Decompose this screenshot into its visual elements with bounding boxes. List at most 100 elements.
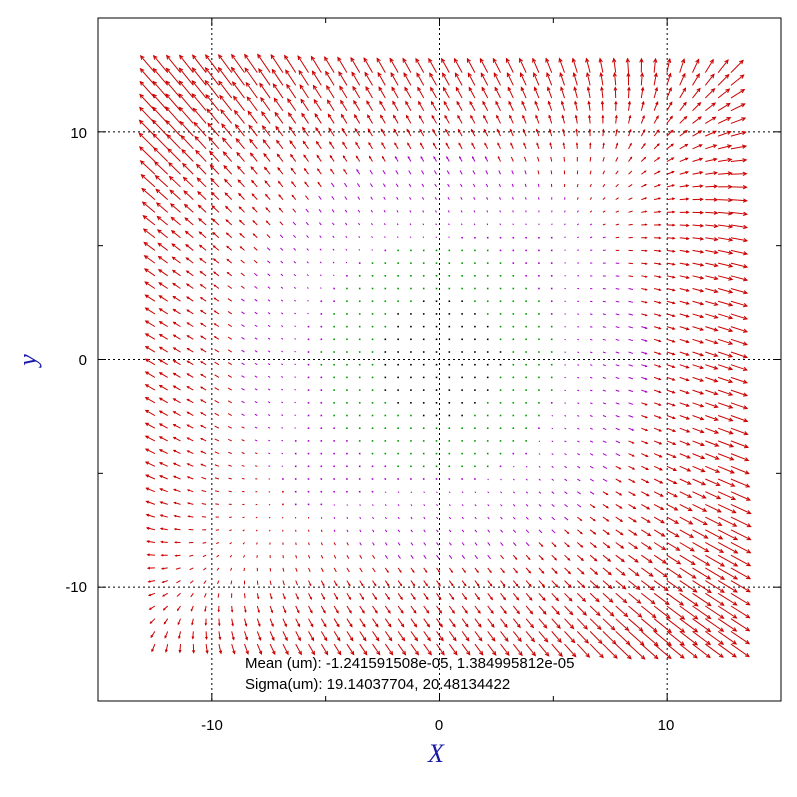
vector-arrow <box>173 347 181 353</box>
vector-arrow <box>495 101 501 111</box>
vector-arrow <box>558 58 565 73</box>
vector-dot <box>346 325 348 328</box>
vector-arrow <box>628 170 633 175</box>
vector-arrow <box>232 81 245 99</box>
vector-arrow <box>602 529 610 535</box>
vector-arrowhead <box>172 475 177 479</box>
vector-arrow <box>254 388 258 391</box>
vector-arrowhead <box>199 283 203 287</box>
vector-arrow <box>560 87 565 99</box>
vector-dot <box>512 363 515 366</box>
vector-arrowhead <box>142 228 148 233</box>
vector-arrow <box>730 326 748 333</box>
vector-arrow <box>284 55 297 73</box>
vector-arrowhead <box>497 155 500 159</box>
vector-arrowhead <box>503 610 507 615</box>
vector-arrow <box>717 338 733 345</box>
vector-arrow <box>145 448 156 455</box>
vector-arrowhead <box>685 210 690 214</box>
vector-arrow <box>170 216 181 226</box>
vector-arrowhead <box>745 601 751 606</box>
vector-dot <box>333 440 335 442</box>
vector-arrowhead <box>349 637 354 642</box>
vector-arrowhead <box>213 323 217 326</box>
vector-arrowhead <box>644 352 648 355</box>
vector-arrow <box>227 387 232 391</box>
vector-arrow <box>705 338 718 344</box>
vector-arrow <box>628 364 634 367</box>
vector-arrow <box>153 55 169 73</box>
vector-arrowhead <box>204 66 210 72</box>
vector-arrowhead <box>212 258 216 262</box>
vector-arrowhead <box>426 623 431 628</box>
vector-dot <box>525 287 527 290</box>
vector-arrowhead <box>671 184 676 187</box>
vector-arrow <box>461 554 466 559</box>
vector-arrowhead <box>429 72 434 78</box>
vector-arrow <box>405 101 412 111</box>
vector-arrowhead <box>244 623 248 627</box>
vector-dot <box>538 363 540 366</box>
vector-arrowhead <box>233 109 239 115</box>
vector-arrow <box>666 300 675 304</box>
vector-arrow <box>641 453 648 457</box>
vector-arrow <box>165 80 181 99</box>
vector-arrow <box>140 68 156 86</box>
vector-arrow <box>202 554 207 558</box>
vector-arrowhead <box>672 416 676 420</box>
vector-arrow <box>525 592 533 601</box>
vector-arrowhead <box>645 428 649 432</box>
vector-arrowhead <box>558 57 563 63</box>
vector-arrow <box>640 643 659 660</box>
vector-arrow <box>152 106 169 124</box>
vector-arrowhead <box>329 154 333 158</box>
vector-arrow <box>281 516 284 519</box>
vector-arrowhead <box>516 610 521 615</box>
vector-arrow <box>480 72 489 86</box>
vector-dot <box>358 300 361 303</box>
vector-dot <box>384 389 387 391</box>
vector-dot <box>307 338 310 341</box>
vector-arrowhead <box>314 112 319 118</box>
vector-arrowhead <box>378 86 383 91</box>
vector-arrowhead <box>685 262 690 267</box>
vector-dot <box>474 287 476 290</box>
vector-arrowhead <box>699 250 705 254</box>
vector-arrowhead <box>699 301 705 306</box>
vector-arrow <box>269 618 274 627</box>
vector-arrow <box>730 338 748 346</box>
vector-arrow <box>241 311 245 315</box>
vector-arrowhead <box>658 339 662 343</box>
vector-arrowhead <box>640 72 645 77</box>
vector-arrow <box>422 223 425 226</box>
vector-arrowhead <box>634 571 640 577</box>
vector-arrowhead <box>445 128 448 132</box>
vector-dot <box>422 465 425 468</box>
vector-dot <box>512 338 515 341</box>
vector-arrowhead <box>713 365 719 370</box>
vector-arrow <box>310 56 322 73</box>
vector-arrowhead <box>542 597 546 602</box>
vector-arrow <box>186 283 194 289</box>
vector-arrow <box>183 177 194 188</box>
vector-arrowhead <box>713 157 718 162</box>
vector-arrow <box>705 402 718 408</box>
vector-arrow <box>256 643 262 655</box>
vector-arrowhead <box>718 535 724 540</box>
vector-arrow <box>692 427 704 433</box>
vector-dot <box>422 338 425 341</box>
vector-arrowhead <box>599 71 604 77</box>
vector-arrowhead <box>221 123 226 129</box>
vector-arrowhead <box>643 142 646 146</box>
vector-arrow <box>266 247 271 251</box>
vector-arrow <box>230 580 233 585</box>
vector-arrow <box>295 618 301 627</box>
vector-arrow <box>492 58 501 73</box>
vector-arrowhead <box>592 505 596 509</box>
vector-arrowhead <box>191 54 197 60</box>
vector-arrowhead <box>200 348 203 351</box>
vector-arrow <box>257 54 271 73</box>
vector-arrowhead <box>490 597 494 601</box>
vector-arrow <box>145 333 156 340</box>
vector-arrowhead <box>158 384 163 389</box>
